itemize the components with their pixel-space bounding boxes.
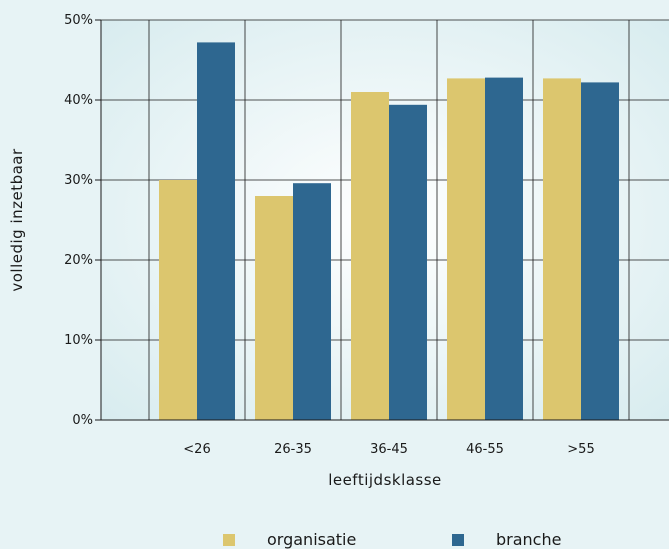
x-tick-label: 36-45 [370,442,408,457]
bar-branche-2 [389,104,427,421]
bar-branche-1 [293,183,331,420]
y-tick-label: 0% [72,413,93,428]
x-tick-label: <26 [183,442,210,457]
bar-organisatie-4 [543,78,581,421]
y-tick-label: 10% [64,333,93,348]
bars [159,42,619,421]
y-tick-label: 50% [64,13,93,28]
x-axis-title: leeftijdsklasse [328,471,442,489]
bar-organisatie-0 [159,180,197,420]
legend-label-organisatie: organisatie [267,530,356,549]
y-tick-label: 40% [64,93,93,108]
bar-organisatie-2 [351,92,389,420]
legend: organisatie branche [223,530,561,549]
legend-label-branche: branche [496,530,561,549]
axes [100,20,669,421]
legend-swatch-organisatie [223,534,235,546]
bar-branche-3 [485,77,523,420]
x-tick-label: >55 [567,442,594,457]
y-tick-label: 20% [64,253,93,268]
legend-swatch-branche [452,534,464,546]
x-tick-label: 26-35 [274,442,312,457]
bar-branche-0 [197,42,235,421]
bar-organisatie-3 [447,78,485,421]
bar-organisatie-1 [255,196,293,420]
x-tick-labels: <26 26-35 36-45 46-55 >55 [183,442,594,457]
bar-branche-4 [581,82,619,421]
x-tick-label: 46-55 [466,442,504,457]
y-tick-labels: 0% 10% 20% 30% 40% 50% [64,13,101,428]
y-axis-title: volledig inzetbaar [8,148,26,292]
y-tick-label: 30% [64,173,93,188]
